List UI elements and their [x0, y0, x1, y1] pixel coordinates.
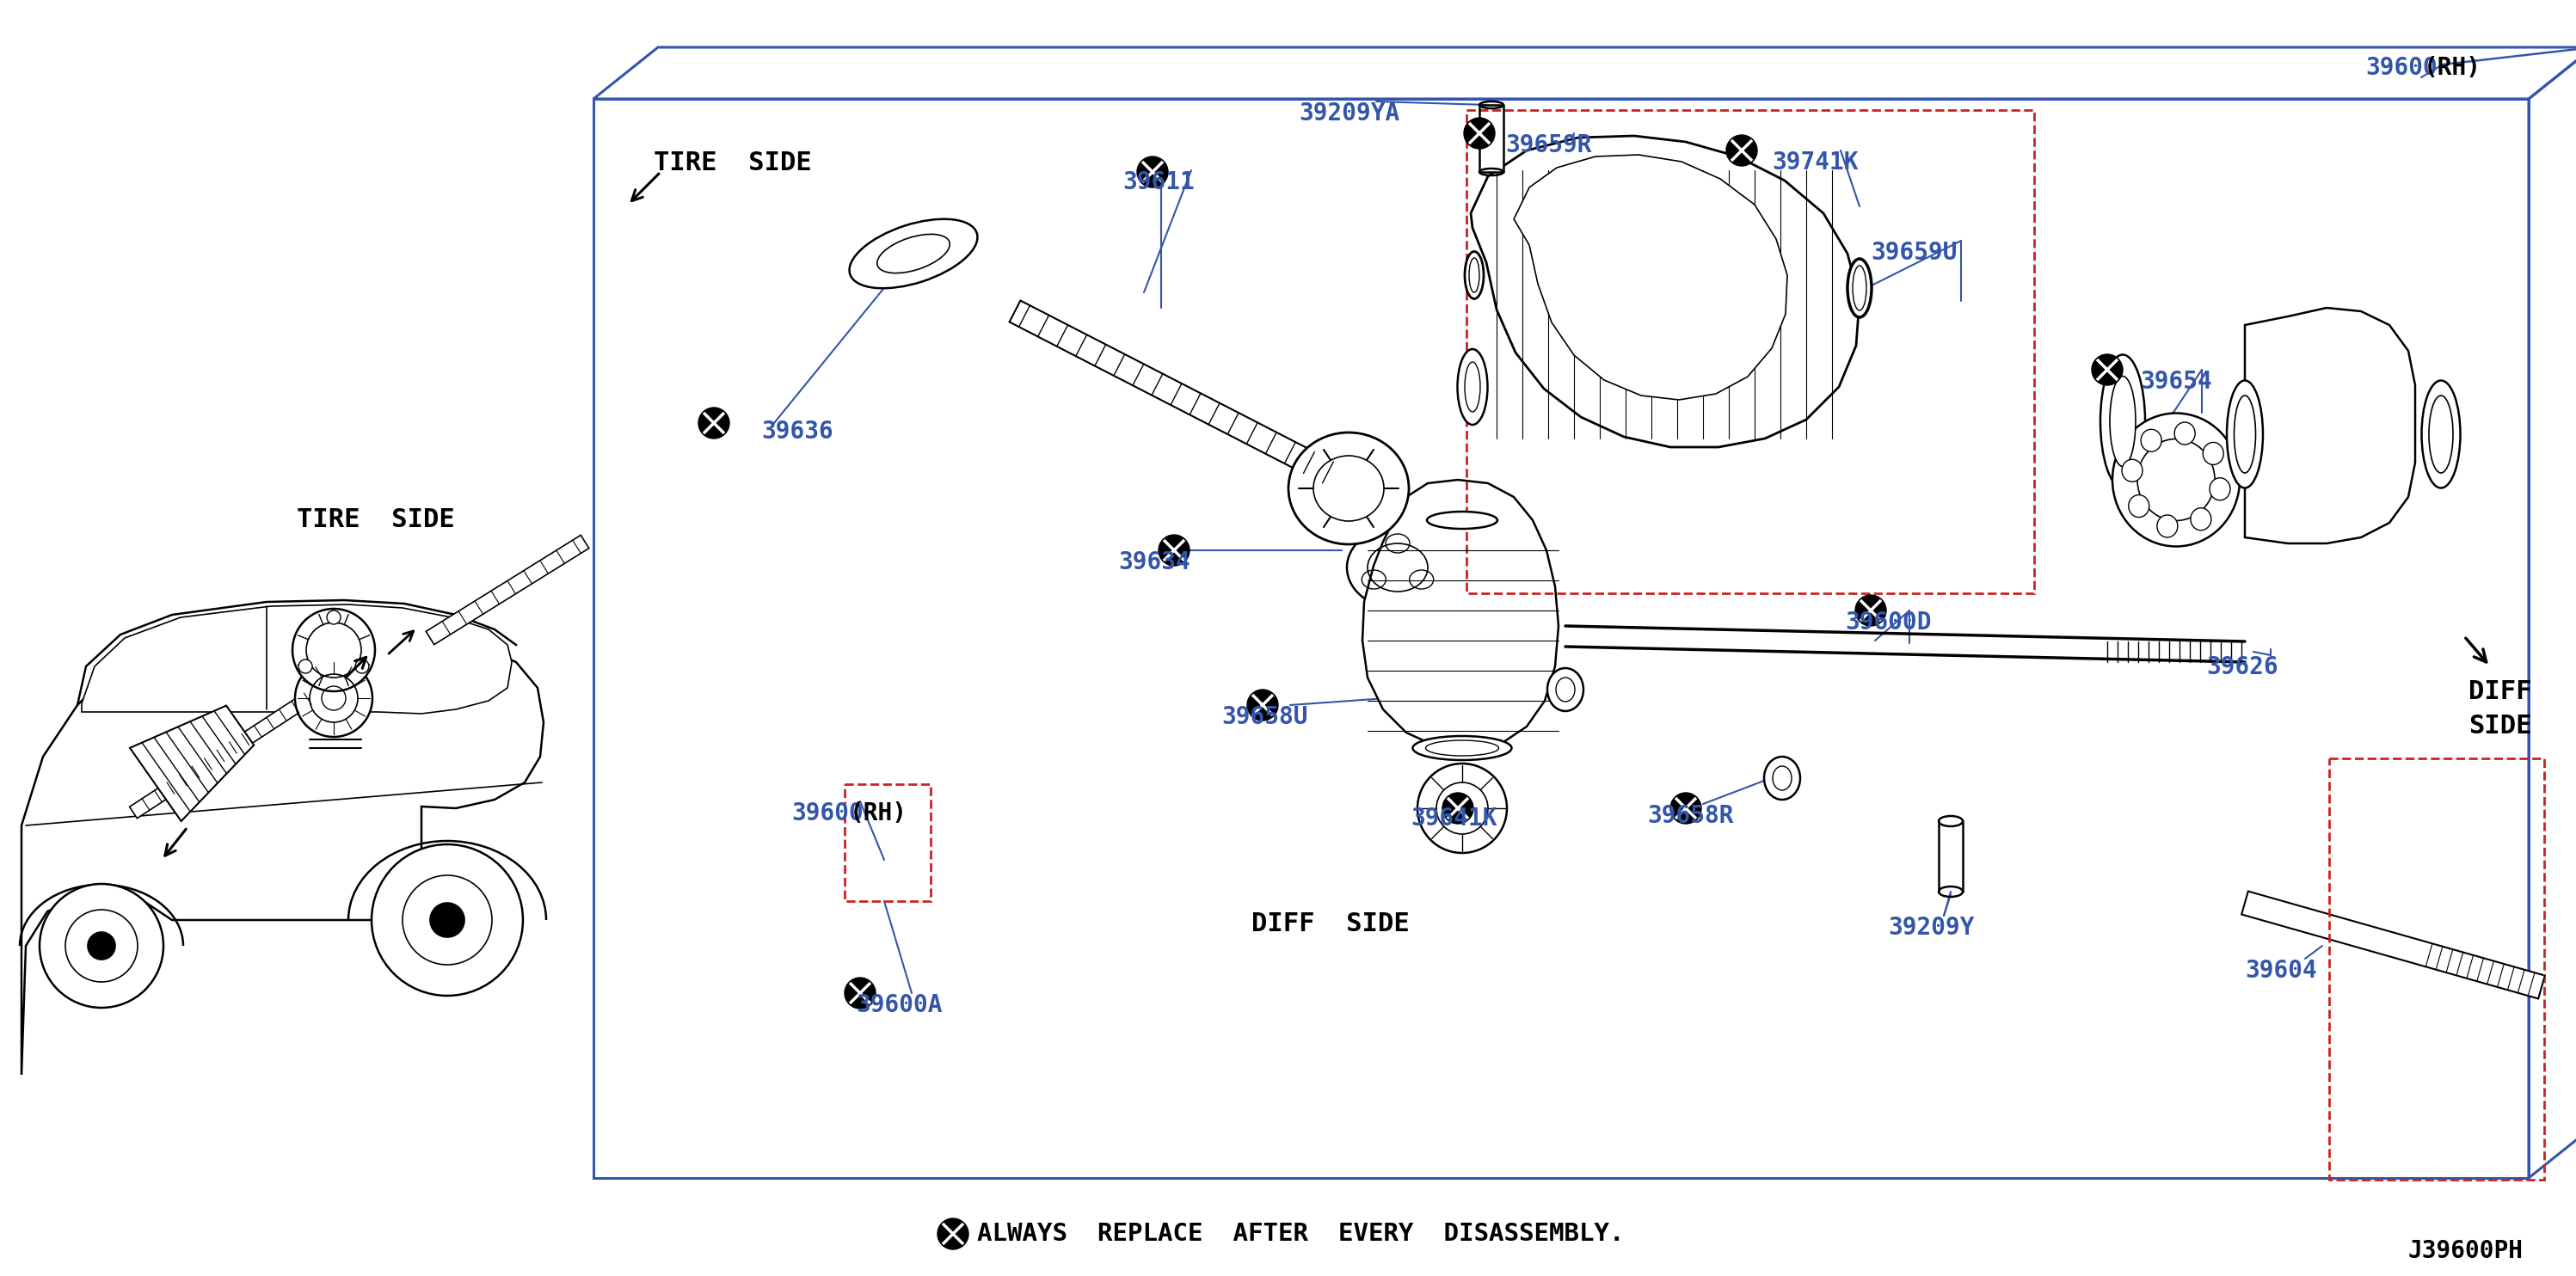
Text: 39600A: 39600A — [855, 993, 943, 1017]
Text: 39634: 39634 — [1118, 550, 1190, 574]
Circle shape — [1417, 763, 1507, 852]
Circle shape — [327, 610, 340, 624]
Text: 39209YA: 39209YA — [1298, 102, 1399, 125]
Ellipse shape — [1765, 757, 1801, 800]
Text: 39641K: 39641K — [1412, 806, 1497, 831]
Text: TIRE  SIDE: TIRE SIDE — [296, 508, 456, 532]
Ellipse shape — [1458, 350, 1486, 425]
Ellipse shape — [2099, 355, 2146, 487]
Text: 39658U: 39658U — [1221, 706, 1309, 729]
Polygon shape — [82, 605, 513, 713]
Circle shape — [430, 903, 464, 938]
Text: 39600D: 39600D — [1844, 610, 1932, 634]
Text: DIFF  SIDE: DIFF SIDE — [1252, 911, 1409, 937]
Ellipse shape — [2226, 380, 2262, 487]
Circle shape — [1136, 157, 1167, 188]
Polygon shape — [1515, 154, 1788, 399]
Text: SIDE: SIDE — [2468, 713, 2532, 739]
Ellipse shape — [2112, 413, 2239, 546]
Ellipse shape — [1427, 512, 1497, 528]
Ellipse shape — [2123, 459, 2143, 482]
Circle shape — [1463, 117, 1494, 149]
Circle shape — [1443, 792, 1473, 824]
Text: (RH): (RH) — [850, 801, 907, 826]
Circle shape — [698, 407, 729, 439]
Text: 39626: 39626 — [2205, 655, 2277, 679]
Polygon shape — [1471, 135, 1860, 447]
Text: DIFF: DIFF — [2468, 679, 2532, 704]
Text: 39600: 39600 — [2365, 56, 2437, 80]
Circle shape — [845, 977, 876, 1008]
Circle shape — [294, 609, 376, 692]
Circle shape — [1247, 689, 1278, 721]
Circle shape — [1855, 595, 1886, 627]
Ellipse shape — [2141, 429, 2161, 452]
Circle shape — [296, 660, 374, 736]
Text: 39659U: 39659U — [1870, 241, 1958, 265]
Ellipse shape — [2190, 508, 2210, 531]
Ellipse shape — [2128, 495, 2148, 517]
Text: J39600PH: J39600PH — [2409, 1239, 2524, 1263]
Text: 39604: 39604 — [2244, 958, 2316, 983]
Polygon shape — [1479, 105, 1504, 172]
Circle shape — [938, 1219, 969, 1249]
Text: 39659R: 39659R — [1504, 133, 1592, 157]
Ellipse shape — [1847, 259, 1873, 318]
Ellipse shape — [1466, 251, 1484, 299]
Polygon shape — [2244, 308, 2416, 544]
Ellipse shape — [1556, 678, 1574, 702]
Ellipse shape — [2202, 443, 2223, 464]
Polygon shape — [129, 706, 255, 822]
Circle shape — [88, 931, 116, 960]
Text: ALWAYS  REPLACE  AFTER  EVERY  DISASSEMBLY.: ALWAYS REPLACE AFTER EVERY DISASSEMBLY. — [976, 1222, 1625, 1245]
Text: 39658R: 39658R — [1646, 804, 1734, 828]
Ellipse shape — [1852, 265, 1868, 310]
Ellipse shape — [1548, 669, 1584, 711]
Circle shape — [1159, 535, 1190, 565]
Ellipse shape — [1466, 362, 1481, 412]
Ellipse shape — [2156, 516, 2177, 537]
Circle shape — [2092, 355, 2123, 385]
Ellipse shape — [1772, 766, 1790, 790]
Polygon shape — [1010, 301, 1342, 487]
Ellipse shape — [1412, 736, 1512, 760]
Text: TIRE  SIDE: TIRE SIDE — [654, 151, 811, 175]
Text: 39611: 39611 — [1123, 170, 1195, 194]
Text: 39654: 39654 — [2141, 370, 2213, 394]
Text: 39600: 39600 — [791, 801, 863, 826]
Ellipse shape — [876, 235, 951, 273]
Polygon shape — [1363, 480, 1558, 750]
Circle shape — [355, 660, 368, 674]
Ellipse shape — [2210, 477, 2231, 500]
Polygon shape — [129, 689, 317, 818]
Circle shape — [371, 845, 523, 995]
Polygon shape — [2241, 891, 2545, 999]
Text: (RH): (RH) — [2424, 56, 2481, 80]
Ellipse shape — [1468, 258, 1479, 292]
Ellipse shape — [2110, 376, 2136, 467]
Text: 39741K: 39741K — [1772, 151, 1857, 175]
Circle shape — [299, 660, 312, 674]
Ellipse shape — [1347, 527, 1448, 609]
Circle shape — [1669, 792, 1700, 824]
Ellipse shape — [850, 219, 976, 288]
Ellipse shape — [2174, 422, 2195, 444]
Polygon shape — [425, 535, 590, 644]
Ellipse shape — [1288, 433, 1409, 545]
Text: 39636: 39636 — [760, 420, 832, 444]
Circle shape — [39, 884, 162, 1008]
Ellipse shape — [2421, 380, 2460, 487]
Circle shape — [1726, 135, 1757, 166]
Text: 39209Y: 39209Y — [1888, 916, 1973, 940]
